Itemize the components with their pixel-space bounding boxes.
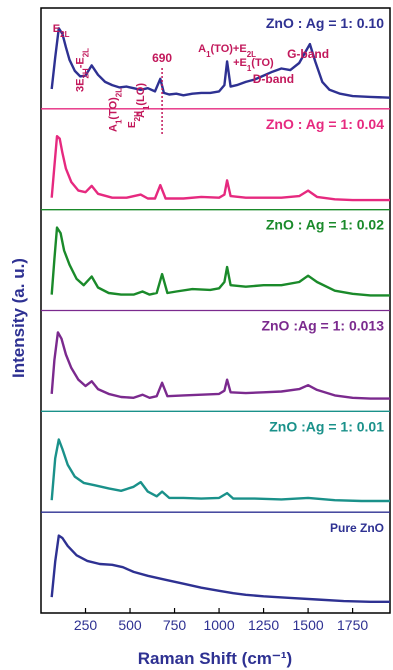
series-line (50, 135, 390, 202)
x-tick-label: 1750 (337, 617, 368, 633)
series-line (50, 331, 390, 400)
peak-label-d-band: D-band (253, 72, 294, 86)
series-line (50, 27, 391, 99)
panels: ZnO : Ag = 1: 0.10 ZnO : Ag = 1: 0.04 ZnO … (41, 15, 391, 603)
x-tick-label: 1500 (293, 617, 324, 633)
x-tick-label: 250 (74, 617, 98, 633)
x-tick-label: 1250 (248, 617, 279, 633)
x-axis-label: Raman Shift (cm⁻¹) (138, 649, 292, 668)
panel-4: ZnO :Ag = 1: 0.013 (41, 309, 390, 400)
panel-2: ZnO : Ag = 1: 0.04 (41, 108, 390, 202)
peak-label-a1to2l: A1(TO)2L (108, 88, 124, 132)
series-label: Pure ZnO (330, 521, 384, 535)
peak-label-a1to-e2l: A1(TO)+E2L (198, 43, 256, 59)
peak-label-e1to: +E1(TO) (233, 57, 274, 73)
peak-label-a1lo: A1(LO) (135, 83, 151, 118)
panel-1: ZnO : Ag = 1: 0.10 (50, 15, 391, 99)
panel-3: ZnO : Ag = 1: 0.02 (41, 209, 390, 297)
peak-label-g-band: G-band (287, 47, 329, 61)
panel-5: ZnO :Ag = 1: 0.01 (41, 410, 390, 503)
peak-label-e2l: E2L (53, 23, 70, 39)
x-tick-label: 500 (118, 617, 142, 633)
series-label: ZnO : Ag = 1: 0.10 (266, 15, 384, 31)
peak-label-e2h: E2H (127, 111, 142, 128)
panel-6: Pure ZnO (41, 511, 390, 603)
y-axis-label: Intensity (a. u.) (9, 258, 28, 378)
series-label: ZnO :Ag = 1: 0.01 (269, 418, 384, 434)
peak-label-690: 690 (152, 51, 172, 65)
series-label: ZnO :Ag = 1: 0.013 (261, 318, 384, 334)
x-tick-label: 1000 (203, 617, 234, 633)
series-line (50, 534, 390, 603)
series-line (50, 226, 390, 297)
x-axis-ticks: 250 500 750 1000 1250 1500 1750 (74, 608, 368, 633)
peak-label-3e2h-e2l: 3E2H-E2L (75, 48, 91, 92)
x-tick-label: 750 (163, 617, 187, 633)
series-label: ZnO : Ag = 1: 0.02 (266, 217, 384, 233)
series-label: ZnO : Ag = 1: 0.04 (266, 116, 384, 132)
series-line (50, 438, 390, 503)
